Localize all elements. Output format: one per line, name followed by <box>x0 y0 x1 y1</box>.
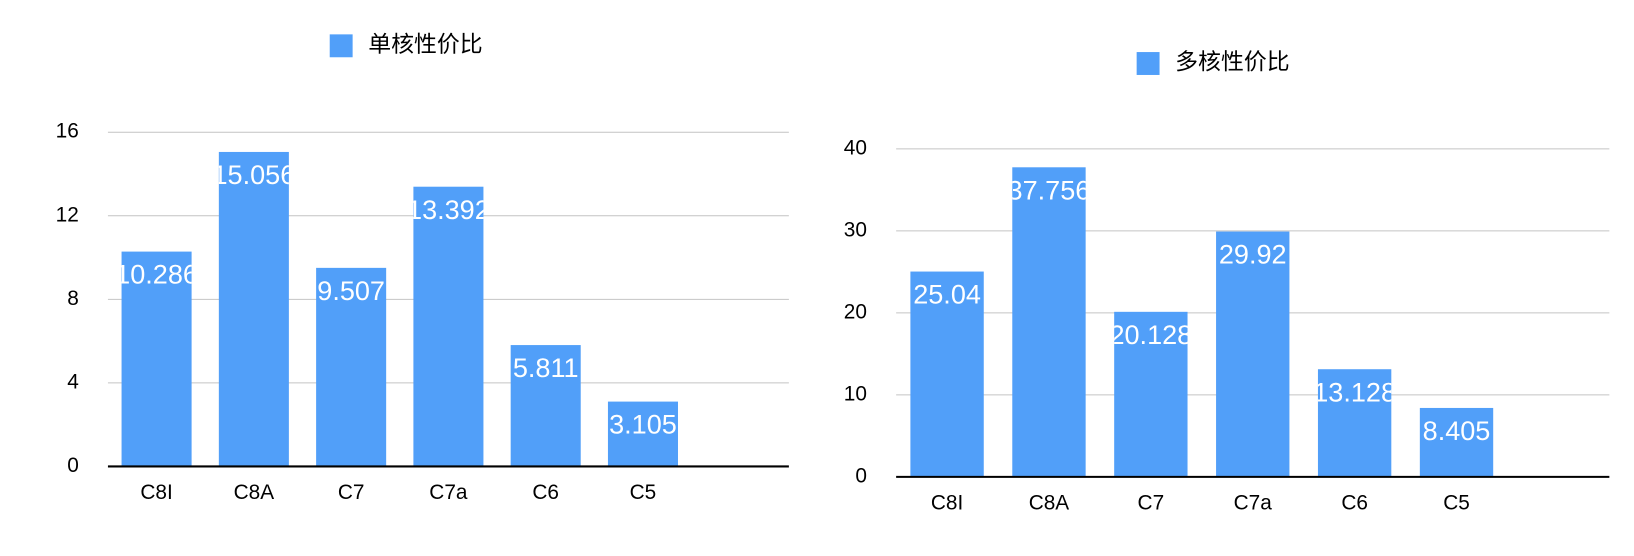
y-tick-label: 0 <box>855 464 867 487</box>
y-tick-label: 0 <box>67 454 79 477</box>
data-label: 20.128 <box>1109 319 1192 350</box>
data-label: 29.92 <box>1219 239 1287 270</box>
data-label: 13.128 <box>1313 376 1396 407</box>
bar <box>1216 231 1290 477</box>
legend-swatch <box>329 34 353 58</box>
data-label: 15.056 <box>212 159 295 190</box>
data-label: 9.507 <box>317 275 385 306</box>
bar <box>1419 407 1494 477</box>
x-tick-label: C7 <box>1138 491 1165 514</box>
bar <box>121 251 192 467</box>
bar <box>1114 311 1188 477</box>
bar <box>910 271 984 477</box>
x-tick-label: C8I <box>140 481 172 504</box>
y-tick-label: 4 <box>67 370 79 393</box>
x-tick-label: C6 <box>532 481 559 504</box>
data-label: 3.105 <box>609 409 677 440</box>
y-tick-label: 8 <box>67 287 79 310</box>
x-tick-label: C7 <box>338 481 365 504</box>
bar <box>218 151 289 467</box>
data-label: 10.286 <box>115 259 198 290</box>
x-tick-label: C8A <box>1029 491 1070 514</box>
x-tick-label: C8A <box>234 481 275 504</box>
data-label: 5.811 <box>513 352 579 383</box>
bar <box>413 186 484 467</box>
bar <box>1317 369 1392 477</box>
y-tick-label: 20 <box>844 300 867 323</box>
y-tick-label: 12 <box>56 203 79 226</box>
data-label: 13.392 <box>407 194 490 225</box>
data-label: 8.405 <box>1423 415 1491 446</box>
bar <box>316 267 387 467</box>
x-tick-label: C5 <box>1443 491 1470 514</box>
y-tick-label: 10 <box>844 382 867 405</box>
data-label: 37.756 <box>1008 174 1091 205</box>
legend-swatch <box>1136 52 1160 75</box>
y-tick-label: 40 <box>844 136 867 159</box>
legend-label: 多核性价比 <box>1175 49 1289 75</box>
x-tick-label: C5 <box>630 481 657 504</box>
bar <box>1012 167 1086 477</box>
y-tick-label: 16 <box>56 120 79 143</box>
x-tick-label: C7a <box>429 481 468 504</box>
legend-label: 单核性价比 <box>368 31 482 57</box>
bar <box>510 345 581 467</box>
x-tick-label: C7a <box>1234 491 1273 514</box>
x-tick-label: C8I <box>931 491 963 514</box>
y-tick-label: 30 <box>844 218 867 241</box>
data-label: 25.04 <box>913 279 981 310</box>
x-tick-label: C6 <box>1341 491 1368 514</box>
bar <box>607 401 678 467</box>
